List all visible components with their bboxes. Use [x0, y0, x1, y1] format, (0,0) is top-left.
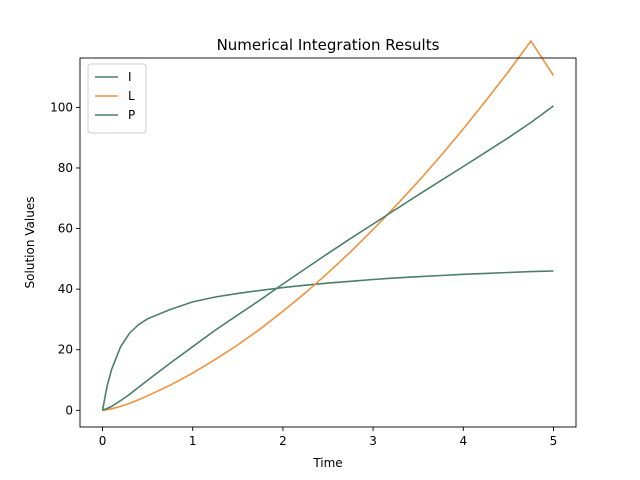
x-tick-label: 4: [459, 434, 467, 448]
x-tick-label: 2: [279, 434, 287, 448]
legend-label-p: P: [128, 108, 135, 122]
plot-area: 0 1 2 3 4 5 0 20 40 60 80 100: [50, 39, 577, 448]
legend-label-l: L: [128, 89, 135, 103]
y-axis-label: Solution Values: [23, 197, 37, 289]
y-tick-label: 100: [50, 100, 73, 114]
y-tick-label: 60: [58, 222, 73, 236]
x-tick-label: 0: [99, 434, 107, 448]
series-line-i: [101, 270, 554, 411]
legend-box: [87, 63, 147, 134]
y-tick-label: 20: [58, 343, 73, 357]
legend: ILP: [87, 63, 147, 134]
series-line-p: [102, 105, 554, 412]
x-tick-label: 3: [369, 434, 377, 448]
x-axis-label: Time: [312, 456, 342, 470]
y-tick-label: 0: [65, 403, 73, 417]
x-tick-label: 5: [550, 434, 558, 448]
plot-frame: [79, 57, 577, 428]
legend-label-i: I: [128, 70, 132, 84]
y-tick-label: 80: [58, 161, 73, 175]
chart-title: Numerical Integration Results: [217, 36, 440, 54]
series-line-l: [102, 39, 555, 412]
x-tick-label: 1: [189, 434, 197, 448]
y-tick-label: 40: [58, 282, 73, 296]
